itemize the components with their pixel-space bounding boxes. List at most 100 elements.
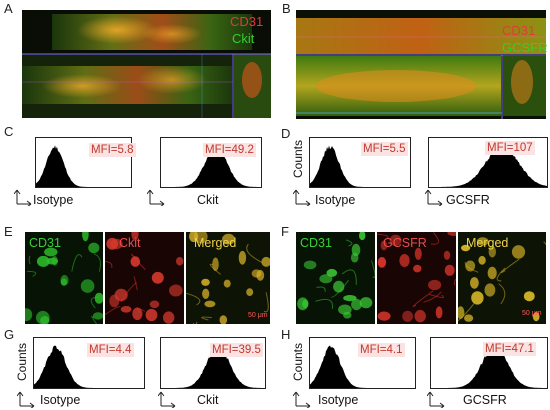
cell-blob	[60, 278, 68, 286]
cell-blob	[163, 311, 175, 324]
cell-blob	[488, 245, 496, 258]
cell-junction	[341, 269, 357, 285]
cell-blob	[470, 277, 479, 289]
cell-junction	[133, 276, 138, 291]
cell-junction	[91, 315, 98, 324]
cell-junction	[192, 321, 198, 324]
cell-blob	[402, 310, 413, 322]
cell-junction	[28, 255, 31, 265]
cell-junction	[26, 270, 37, 277]
panel-e-image-merged: Merged 50 μm	[186, 232, 270, 324]
histogram-fill	[161, 346, 265, 388]
panel-f-image-gcsfr: GCSFR	[377, 232, 456, 324]
panel-h-histogram-isotype: MFI=4.1	[309, 337, 416, 389]
axis-arrow-icon	[293, 189, 311, 206]
panel-f-image-cd31: CD31	[296, 232, 375, 324]
cell-blob	[246, 288, 254, 296]
panel-e-letter: E	[4, 224, 13, 239]
cell-blob	[380, 240, 388, 251]
panel-c-xlabel-isotype: Isotype	[33, 193, 74, 207]
axis-arrow-icon	[147, 189, 165, 206]
panel-c-xlabel-ckit: Ckit	[197, 193, 219, 207]
cell-blob	[261, 256, 270, 267]
cell-blob	[51, 256, 58, 266]
panel-c-histogram-ckit: MFI=49.2	[160, 137, 262, 188]
panel-h-histogram-gcsfr: MFI=47.1	[430, 337, 548, 389]
histogram-fill	[36, 145, 131, 187]
cell-blob	[471, 291, 484, 305]
cell-blob	[25, 308, 33, 322]
panel-e-image-ckit: Ckit	[105, 232, 184, 324]
cell-junction	[90, 296, 100, 309]
cell-blob	[443, 250, 451, 260]
cell-blob	[303, 260, 317, 270]
mfi-value: MFI=4.1	[358, 343, 405, 357]
cell-blob	[413, 264, 422, 273]
axis-arrow-icon	[14, 189, 32, 206]
mfi-value: MFI=107	[485, 141, 535, 155]
cell-label: GCSFR	[383, 236, 427, 250]
panel-b-legend-gcsfr: GCSFR	[502, 40, 548, 55]
cell-blob	[36, 310, 50, 324]
histogram-fill	[34, 345, 144, 388]
cell-blob	[189, 232, 199, 243]
mfi-value: MFI=47.1	[483, 342, 536, 356]
cell-blob	[202, 288, 210, 299]
cell-junction	[464, 261, 479, 273]
cell-blob	[297, 297, 309, 311]
panel-g-letter: G	[4, 327, 15, 342]
panel-a-legend-ckit: Ckit	[232, 31, 255, 46]
panel-h-ylabel: Counts	[291, 342, 305, 381]
cell-blob	[149, 300, 160, 309]
mfi-value: MFI=4.4	[87, 343, 134, 357]
cell-junction	[209, 263, 221, 275]
mfi-value: MFI=39.5	[210, 343, 263, 357]
cell-label: Ckit	[119, 236, 141, 250]
panel-d-xlabel-gcsfr: GCSFR	[446, 193, 490, 207]
cell-blob	[523, 291, 535, 302]
cell-blob	[532, 312, 540, 322]
cell-blob	[151, 271, 164, 284]
cell-blob	[350, 252, 359, 263]
panel-h-xlabel-isotype: Isotype	[318, 393, 359, 407]
cell-junction	[105, 260, 113, 269]
cell-blob	[222, 233, 235, 245]
cell-junction	[453, 278, 456, 286]
panel-b-confocal-image	[296, 10, 546, 119]
cell-junction	[377, 233, 389, 239]
cell-blob	[399, 254, 410, 267]
cell-blob	[204, 300, 216, 308]
cell-junction	[246, 243, 263, 264]
panel-d-letter: D	[281, 126, 291, 141]
histogram-fill	[310, 345, 415, 388]
cell-junction	[429, 293, 445, 299]
panel-g-xlabel-ckit: Ckit	[197, 393, 219, 407]
cell-blob	[94, 292, 103, 304]
cell-blob	[251, 269, 262, 278]
cell-blob	[319, 274, 333, 284]
cell-blob	[132, 307, 143, 321]
cell-blob	[145, 308, 158, 322]
cell-blob	[484, 283, 496, 297]
panel-c-histogram-isotype: MFI=5.8	[35, 137, 136, 188]
cell-junction	[458, 303, 475, 322]
cell-blob	[106, 237, 118, 250]
cell-junction	[263, 292, 269, 313]
panel-g-histogram-ckit: MFI=39.5	[160, 337, 266, 389]
cell-blob	[131, 232, 139, 241]
cell-blob	[92, 312, 103, 320]
panel-g-ylabel: Counts	[15, 342, 29, 381]
histogram-curve	[161, 346, 265, 388]
histogram-fill	[429, 145, 547, 187]
cell-blob	[435, 306, 443, 319]
panel-g-xlabel-isotype: Isotype	[40, 393, 81, 407]
histogram-curve	[36, 145, 131, 187]
histogram-curve	[310, 345, 415, 388]
cell-junction	[71, 254, 83, 272]
axis-arrow-icon	[425, 189, 443, 206]
cell-label: CD31	[29, 236, 61, 250]
panel-d-ylabel: Counts	[291, 139, 305, 178]
cell-junction	[430, 232, 439, 245]
cell-blob	[212, 257, 219, 271]
cell-blob	[414, 247, 422, 260]
